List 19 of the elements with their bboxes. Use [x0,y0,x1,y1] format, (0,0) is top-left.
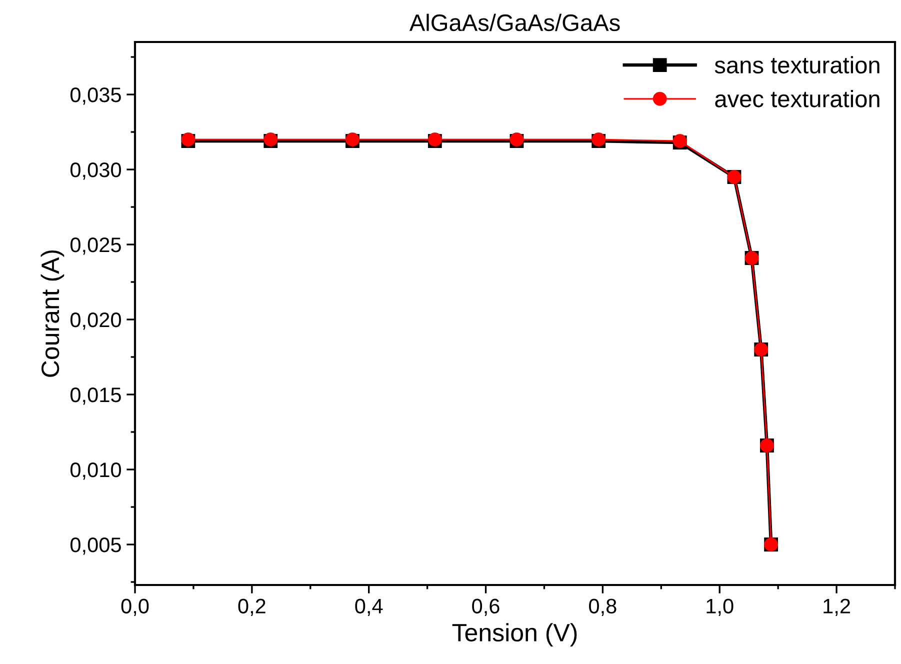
legend-label: sans texturation [714,56,880,74]
y-tick-label: 0,015 [70,388,121,405]
chart-title: AlGaAs/GaAs/GaAs [409,14,620,32]
legend-label: avec texturation [715,90,880,108]
x-tick-label: 1,0 [706,598,734,616]
y-tick-label: 0,030 [70,162,121,180]
y-axis-title: Courant (A) [40,250,64,377]
x-tick-label: 0,0 [121,598,149,616]
x-tick-label: 0,4 [355,598,383,616]
x-tick-label: 1,2 [824,598,850,616]
x-tick-label: 0,6 [472,598,500,616]
x-tick-label: 0,2 [238,598,266,616]
x-axis-title: Tension (V) [452,623,577,646]
x-tick-label: 0,8 [589,598,616,616]
y-tick-label: 0,025 [70,238,121,255]
y-tick-label: 0,005 [70,538,121,555]
y-tick-label: 0,010 [70,462,121,480]
y-tick-label: 0,035 [70,88,121,105]
y-tick-label: 0,020 [70,312,121,330]
